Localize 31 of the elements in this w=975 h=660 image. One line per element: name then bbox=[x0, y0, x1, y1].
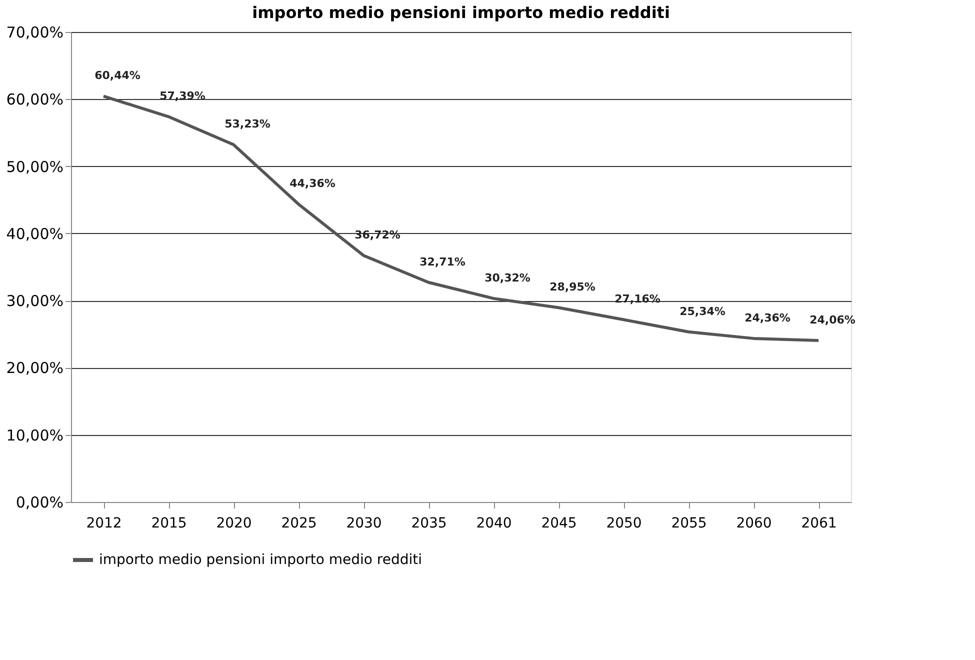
data-label: 32,71% bbox=[420, 255, 466, 268]
x-tick-label: 2050 bbox=[606, 516, 642, 532]
x-tick-label: 2040 bbox=[476, 516, 512, 532]
x-tick-label: 2035 bbox=[411, 516, 447, 532]
data-label: 44,36% bbox=[290, 177, 336, 190]
x-tick-label: 2030 bbox=[346, 516, 382, 532]
data-label: 60,44% bbox=[94, 69, 140, 82]
data-label: 25,34% bbox=[680, 304, 726, 318]
x-tick-label: 2015 bbox=[151, 516, 187, 532]
y-tick-label: 10,00% bbox=[6, 426, 64, 444]
data-label: 24,36% bbox=[744, 311, 790, 324]
x-tick-label: 2061 bbox=[801, 516, 837, 532]
data-label: 28,95% bbox=[550, 280, 596, 294]
x-tick-label: 2045 bbox=[541, 516, 577, 532]
y-tick-label: 60,00% bbox=[6, 90, 64, 109]
x-tick-label: 2025 bbox=[281, 516, 317, 532]
x-tick-label: 2055 bbox=[671, 516, 707, 532]
x-tick-label: 2020 bbox=[216, 516, 252, 532]
y-tick-label: 20,00% bbox=[6, 359, 64, 378]
x-tick-label: 2060 bbox=[736, 516, 772, 532]
data-label: 24,06% bbox=[810, 313, 856, 326]
y-tick-label: 50,00% bbox=[6, 158, 64, 176]
y-tick-label: 70,00% bbox=[6, 24, 64, 42]
y-tick-label: 30,00% bbox=[6, 292, 64, 310]
chart-title: importo medio pensioni importo medio redditi bbox=[252, 3, 670, 22]
data-label: 30,32% bbox=[484, 271, 530, 284]
y-tick-label: 0,00% bbox=[16, 494, 64, 512]
data-label: 53,23% bbox=[224, 118, 270, 131]
y-tick-label: 40,00% bbox=[6, 224, 64, 243]
x-tick-label: 2012 bbox=[86, 516, 122, 532]
legend-label: importo medio pensioni importo medio redditi bbox=[99, 552, 422, 568]
